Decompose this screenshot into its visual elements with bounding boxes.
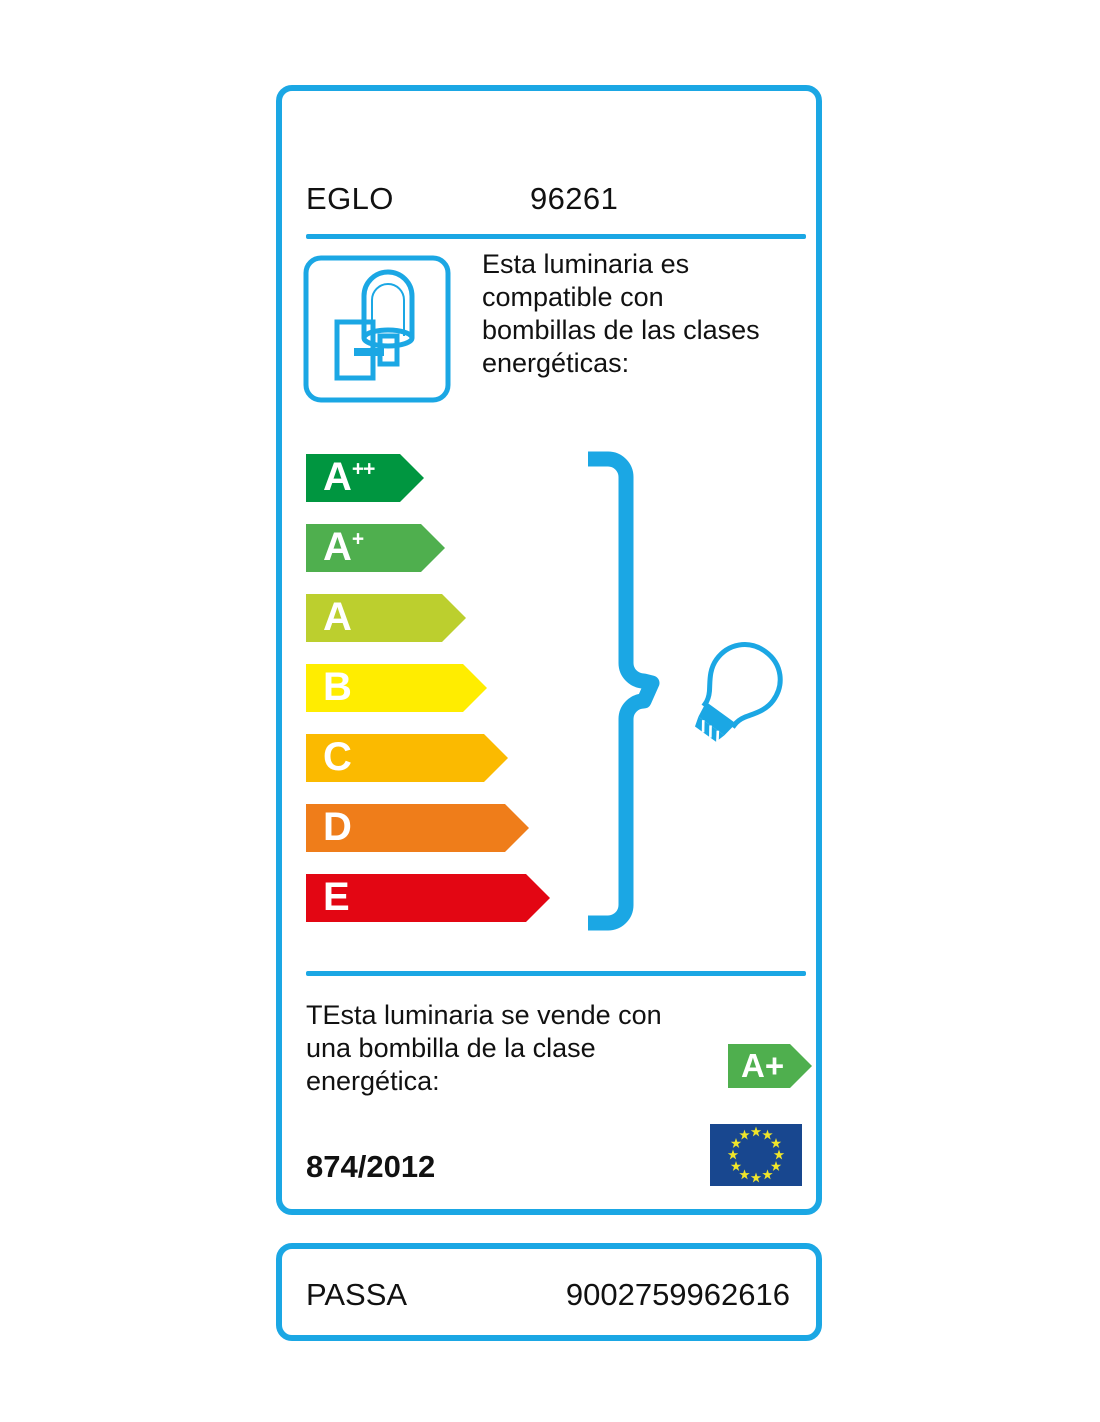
eu-flag-icon xyxy=(710,1124,802,1186)
class-arrow-b xyxy=(306,664,487,712)
brand-name: EGLO xyxy=(306,181,394,216)
class-label: A+ xyxy=(323,525,364,569)
class-label: A++ xyxy=(323,455,375,499)
class-label: E xyxy=(323,875,350,919)
product-ean: 9002759962616 xyxy=(565,1277,790,1312)
compatibility-text: Esta luminaria es compatible con bombill… xyxy=(482,249,760,378)
product-info-bar: PASSA 9002759962616 xyxy=(276,1243,822,1341)
product-name: PASSA xyxy=(306,1277,408,1312)
badge-label: A+ xyxy=(741,1047,785,1084)
bundled-bulb-block: TEsta luminaria se vende con una bombill… xyxy=(306,999,812,1129)
class-label: B xyxy=(323,665,352,709)
wall-luminaire-icon xyxy=(302,254,452,404)
class-arrow-e xyxy=(306,874,550,922)
class-arrow-a xyxy=(306,594,466,642)
class-arrow-c xyxy=(306,734,508,782)
energy-label-card: EGLO 96261 Esta luminaria es compatible … xyxy=(276,85,822,1215)
class-arrow-a-plus xyxy=(306,524,445,572)
energy-class-scale: A++ A+ A B C xyxy=(306,454,566,924)
compatibility-block: Esta luminaria es compatible con bombill… xyxy=(302,249,812,404)
light-bulb-icon xyxy=(694,642,783,742)
class-label: D xyxy=(323,805,352,849)
footer-divider xyxy=(306,971,806,976)
regulation-number: 874/2012 xyxy=(306,1149,436,1184)
badge-arrow xyxy=(728,1044,812,1088)
class-label: C xyxy=(323,735,352,779)
class-arrow-d xyxy=(306,804,529,852)
bundled-bulb-text: TEsta luminaria se vende con una bombill… xyxy=(306,1000,662,1096)
curly-brace-icon xyxy=(588,451,660,931)
class-label: A xyxy=(323,595,352,639)
class-arrow-a-plus-plus xyxy=(306,454,424,502)
model-code: 96261 xyxy=(530,181,619,216)
bundled-class-badge: A+ xyxy=(728,1044,812,1088)
label-header: EGLO 96261 xyxy=(306,179,806,225)
header-divider xyxy=(306,234,806,239)
